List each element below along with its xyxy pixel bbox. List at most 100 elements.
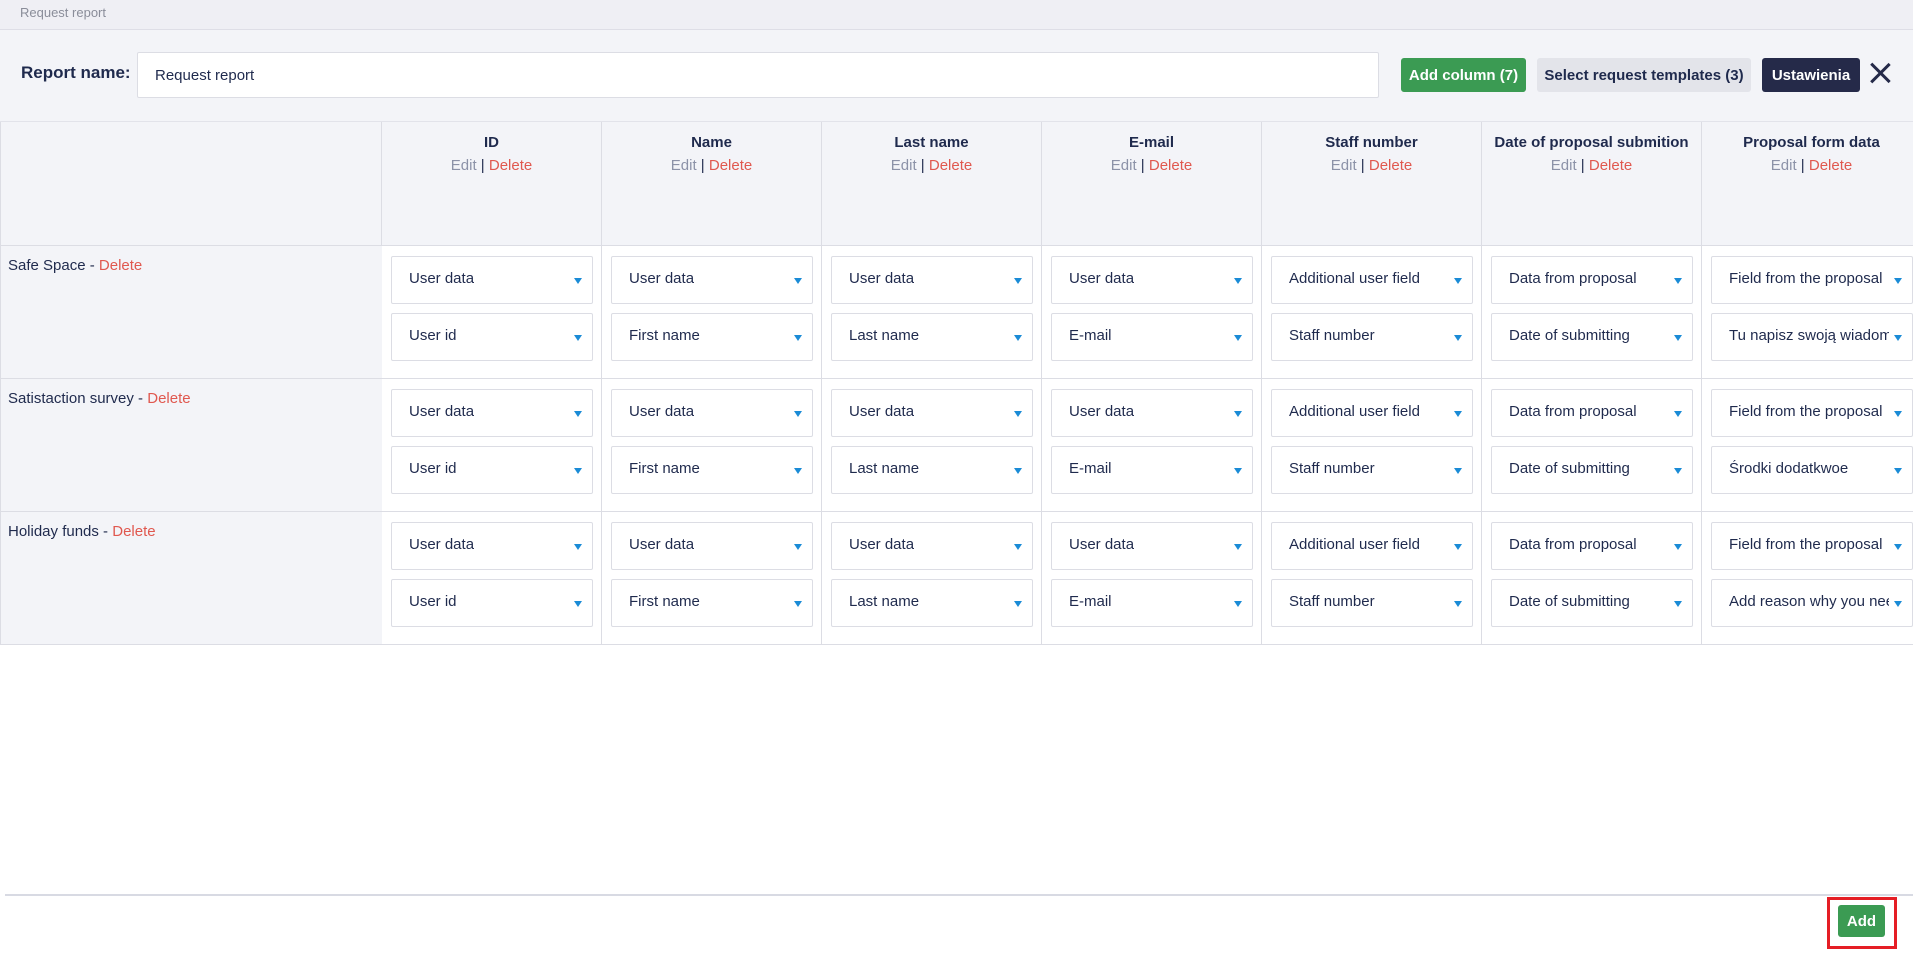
mapping-cell: User data First name [602, 379, 822, 511]
edit-column-link[interactable]: Edit [890, 157, 917, 174]
dropdown-arrow-icon [1014, 411, 1022, 417]
mapping-cell: User data User id [382, 512, 602, 644]
delete-column-link[interactable]: Delete [928, 157, 973, 174]
edit-column-link[interactable]: Edit [1330, 157, 1357, 174]
field-select-value: E-mail [1069, 327, 1112, 344]
field-select[interactable]: First name [611, 446, 813, 494]
source-select[interactable]: Field from the proposal [1711, 522, 1913, 570]
delete-column-link[interactable]: Delete [488, 157, 533, 174]
field-select[interactable]: Last name [831, 446, 1033, 494]
source-select[interactable]: User data [831, 256, 1033, 304]
source-select[interactable]: User data [611, 389, 813, 437]
close-icon[interactable] [1869, 62, 1891, 84]
edit-column-link[interactable]: Edit [1770, 157, 1797, 174]
source-select[interactable]: User data [391, 522, 593, 570]
action-separator: | [480, 157, 485, 174]
action-separator: | [1800, 157, 1805, 174]
source-select[interactable]: User data [831, 389, 1033, 437]
source-select[interactable]: User data [1051, 389, 1253, 437]
field-select-value: First name [629, 327, 700, 344]
delete-template-link[interactable]: Delete [112, 523, 156, 540]
source-select-value: User data [1069, 270, 1135, 287]
field-select[interactable]: User id [391, 579, 593, 627]
field-select[interactable]: First name [611, 579, 813, 627]
source-select[interactable]: Additional user field [1271, 256, 1473, 304]
delete-template-link[interactable]: Delete [98, 257, 143, 274]
template-row: Holiday funds - Delete User data User id Us… [0, 512, 1913, 645]
field-select[interactable]: First name [611, 313, 813, 361]
field-select[interactable]: Staff number [1271, 313, 1473, 361]
mapping-cell: Additional user field Staff number [1262, 379, 1482, 511]
report-name-input[interactable] [137, 52, 1379, 98]
edit-column-link[interactable]: Edit [1550, 157, 1577, 174]
field-select[interactable]: E-mail [1051, 446, 1253, 494]
add-button[interactable]: Add [1838, 905, 1885, 937]
window-title: Request report [20, 5, 106, 20]
field-select-value: Staff number [1289, 460, 1375, 477]
source-select[interactable]: User data [831, 522, 1033, 570]
column-header: Date of proposal submition Edit | Delete [1482, 122, 1702, 246]
select-request-templates-button[interactable]: Select request templates (3) [1537, 58, 1751, 92]
report-name-label: Report name: [21, 63, 131, 82]
footer-divider [5, 894, 1913, 896]
source-select-value: User data [629, 536, 695, 553]
source-select[interactable]: User data [1051, 522, 1253, 570]
delete-column-link[interactable]: Delete [1808, 157, 1853, 174]
dropdown-arrow-icon [574, 544, 582, 550]
delete-template-link[interactable]: Delete [147, 390, 191, 407]
field-select[interactable]: E-mail [1051, 313, 1253, 361]
field-select[interactable]: Tu napisz swoją wiadomość [1711, 313, 1913, 361]
source-select-value: Data from proposal [1509, 403, 1637, 420]
field-select[interactable]: Środki dodatkwoe [1711, 446, 1913, 494]
field-select-value: E-mail [1069, 460, 1112, 477]
field-select[interactable]: User id [391, 313, 593, 361]
delete-column-link[interactable]: Delete [708, 157, 753, 174]
source-select[interactable]: User data [611, 256, 813, 304]
edit-column-link[interactable]: Edit [450, 157, 477, 174]
source-select[interactable]: User data [391, 256, 593, 304]
field-select-value: Date of submitting [1509, 460, 1630, 477]
mapping-cell: Data from proposal Date of submitting [1482, 379, 1702, 511]
source-select[interactable]: Data from proposal [1491, 256, 1693, 304]
field-select[interactable]: Staff number [1271, 579, 1473, 627]
settings-button[interactable]: Ustawienia [1762, 58, 1860, 92]
source-select[interactable]: User data [611, 522, 813, 570]
delete-column-link[interactable]: Delete [1148, 157, 1193, 174]
add-column-button[interactable]: Add column (7) [1401, 58, 1526, 92]
dropdown-arrow-icon [794, 335, 802, 341]
source-select-value: Field from the proposal [1729, 270, 1883, 287]
field-select[interactable]: Add reason why you need [1711, 579, 1913, 627]
source-select[interactable]: User data [1051, 256, 1253, 304]
field-select-value: Date of submitting [1509, 327, 1630, 344]
source-select[interactable]: Data from proposal [1491, 522, 1693, 570]
mapping-cell: User data Last name [822, 246, 1042, 378]
delete-column-link[interactable]: Delete [1588, 157, 1633, 174]
source-select[interactable]: Field from the proposal [1711, 256, 1913, 304]
field-select[interactable]: Date of submitting [1491, 579, 1693, 627]
column-header: Name Edit | Delete [602, 122, 822, 246]
field-select[interactable]: Last name [831, 579, 1033, 627]
field-select[interactable]: User id [391, 446, 593, 494]
source-select[interactable]: Additional user field [1271, 522, 1473, 570]
edit-column-link[interactable]: Edit [1110, 157, 1137, 174]
field-select[interactable]: Staff number [1271, 446, 1473, 494]
source-select[interactable]: Data from proposal [1491, 389, 1693, 437]
field-select[interactable]: Date of submitting [1491, 446, 1693, 494]
mapping-cell: User data User id [382, 379, 602, 511]
source-select[interactable]: Field from the proposal [1711, 389, 1913, 437]
dropdown-arrow-icon [794, 278, 802, 284]
dropdown-arrow-icon [1894, 335, 1902, 341]
field-select[interactable]: E-mail [1051, 579, 1253, 627]
dropdown-arrow-icon [574, 411, 582, 417]
field-select[interactable]: Date of submitting [1491, 313, 1693, 361]
delete-column-link[interactable]: Delete [1368, 157, 1413, 174]
edit-column-link[interactable]: Edit [670, 157, 697, 174]
source-select[interactable]: Additional user field [1271, 389, 1473, 437]
source-select[interactable]: User data [391, 389, 593, 437]
field-select[interactable]: Last name [831, 313, 1033, 361]
template-dash: - [98, 523, 113, 540]
dropdown-arrow-icon [1014, 544, 1022, 550]
dropdown-arrow-icon [1454, 278, 1462, 284]
mapping-cell: User data First name [602, 512, 822, 644]
template-name-text: Satistaction survey [8, 390, 134, 407]
